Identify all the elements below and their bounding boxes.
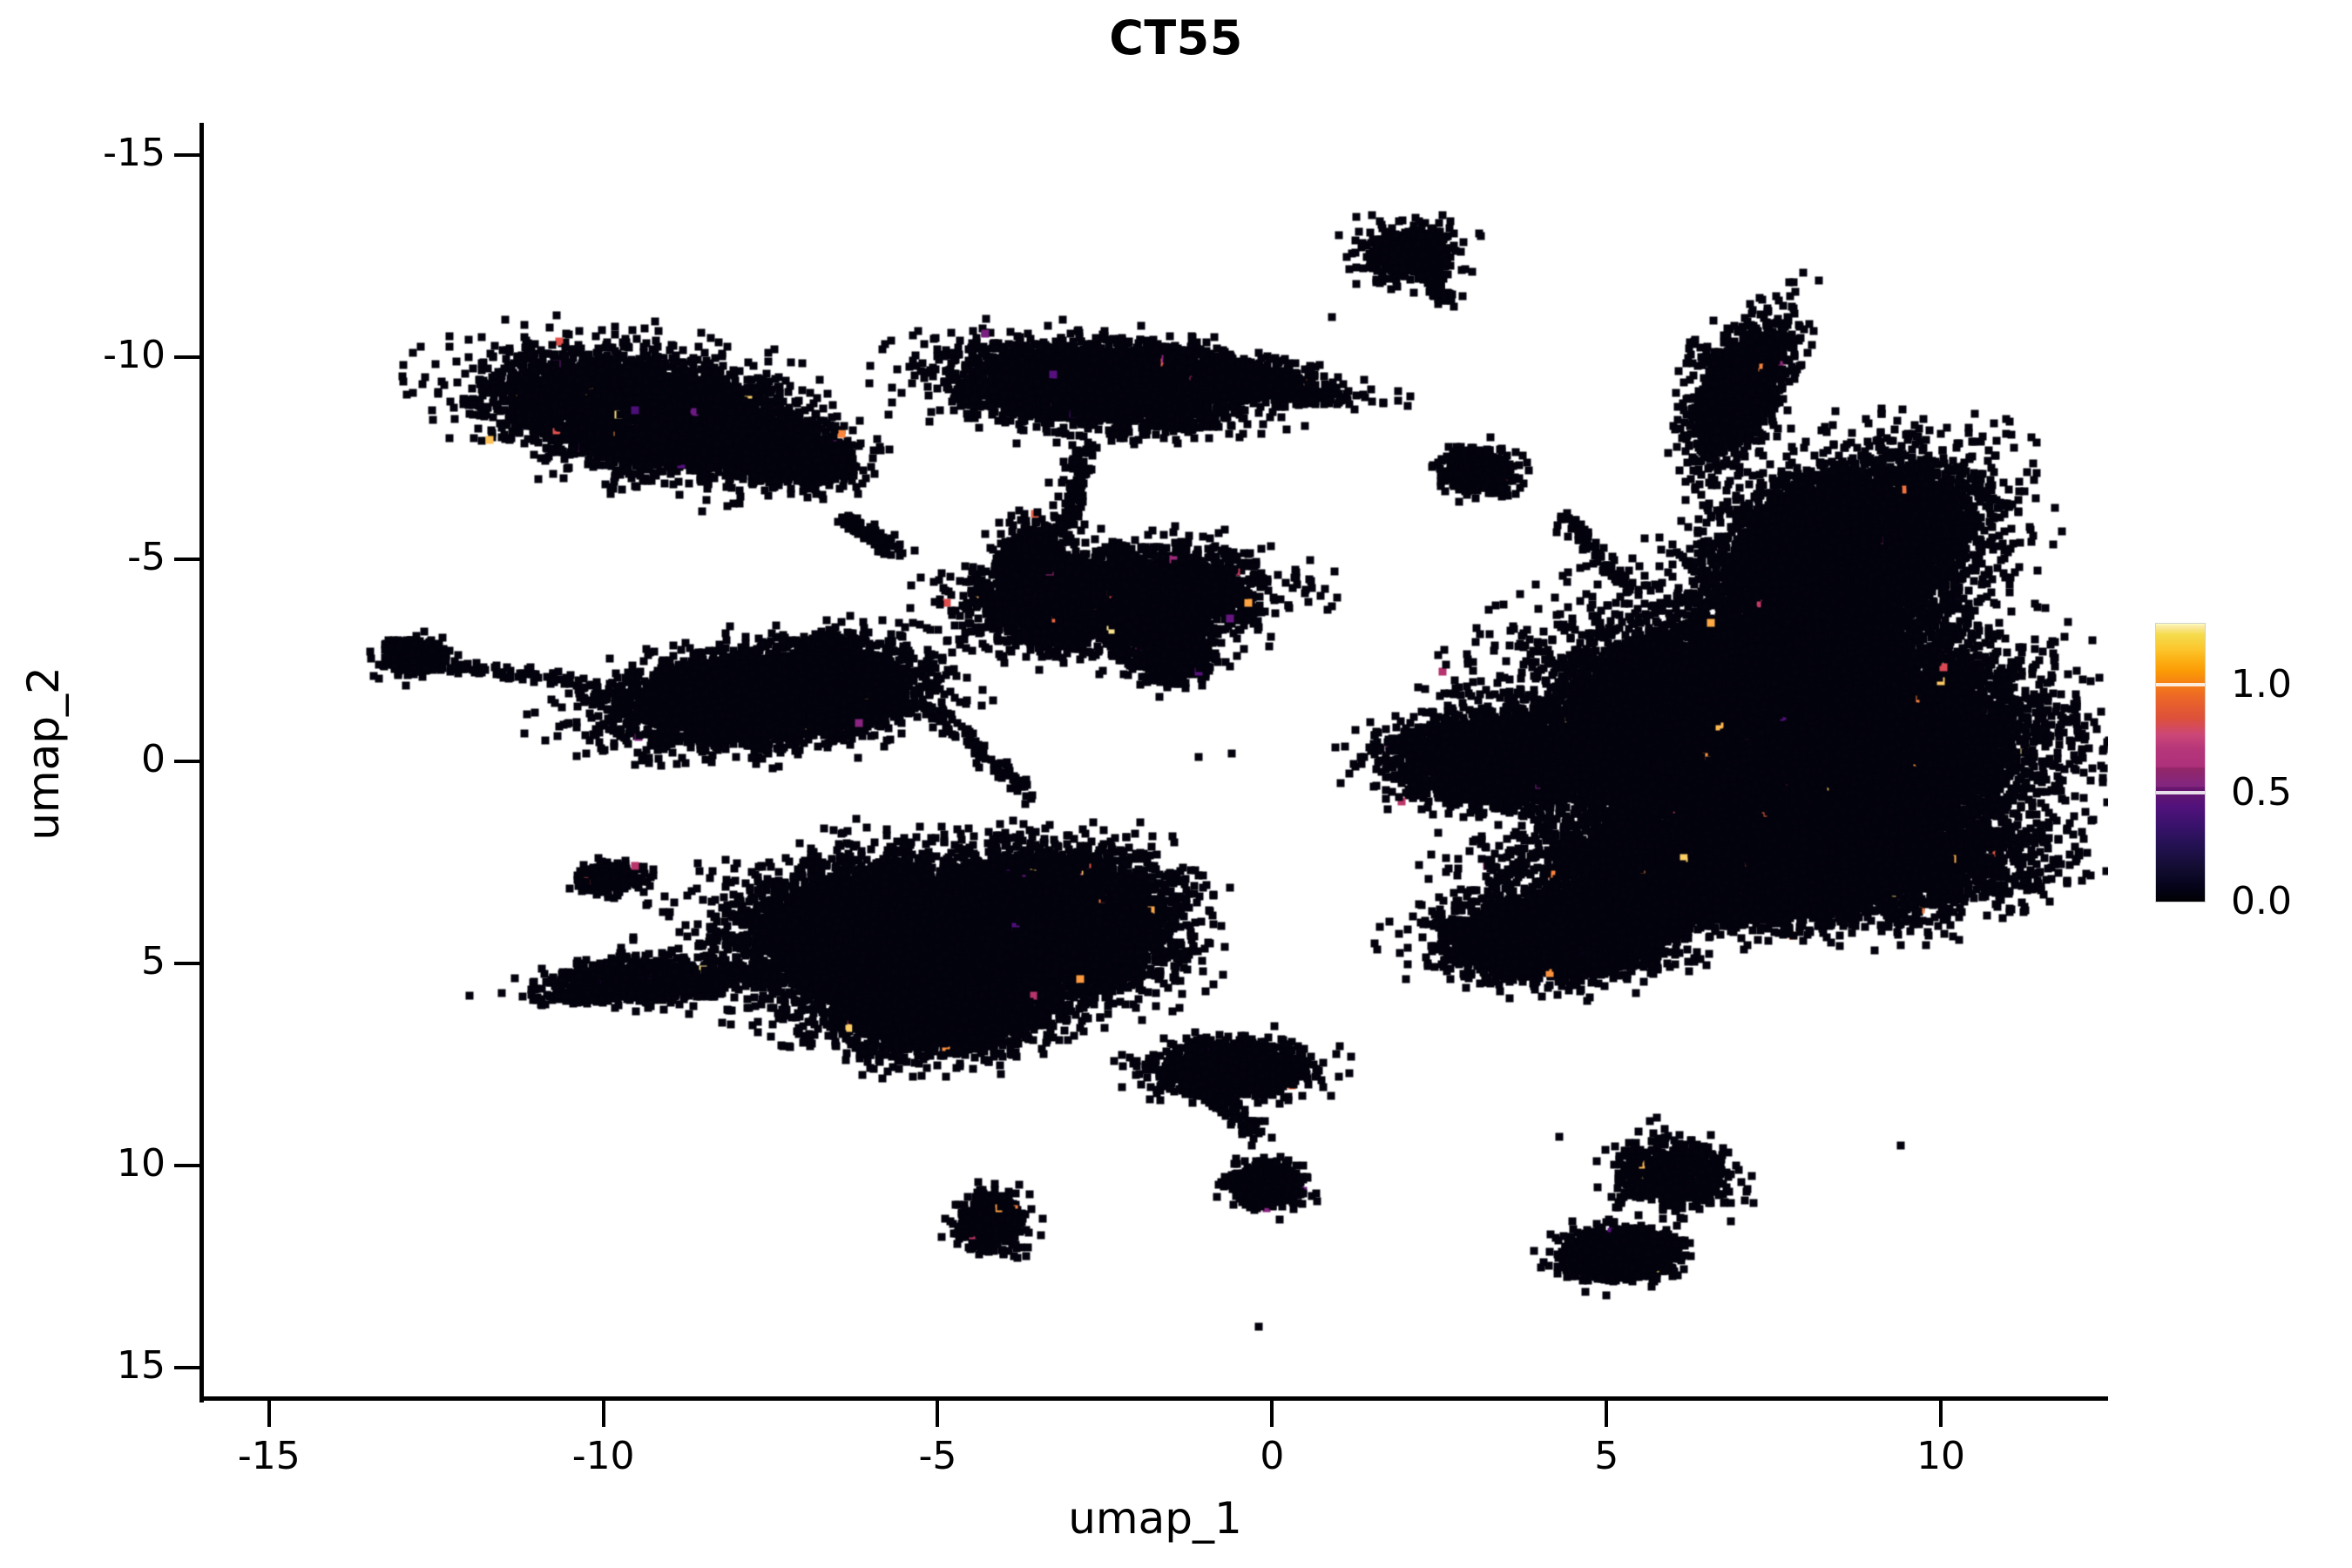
x-tick-label: -5	[918, 1434, 957, 1478]
x-tick-mark	[936, 1401, 940, 1427]
x-tick-mark	[1939, 1401, 1943, 1427]
colorbar-tick-label: 0.5	[2231, 770, 2292, 815]
x-tick-label: 0	[1260, 1434, 1285, 1478]
y-axis-spine	[199, 123, 204, 1402]
x-tick-label: -10	[571, 1434, 635, 1478]
colorbar-tick-mark	[2156, 791, 2205, 795]
y-tick-mark	[174, 1163, 200, 1167]
x-tick-mark	[267, 1401, 271, 1427]
y-tick-label: 0	[141, 737, 166, 781]
y-tick-mark	[174, 1365, 200, 1369]
colorbar-tick-label: 1.0	[2231, 661, 2292, 706]
y-tick-label: 5	[141, 938, 166, 983]
x-tick-label: 10	[1916, 1434, 1966, 1478]
y-tick-mark	[174, 153, 200, 158]
y-tick-label: 10	[117, 1140, 166, 1186]
y-tick-mark	[174, 558, 200, 562]
y-tick-mark	[174, 760, 200, 763]
x-tick-label: -15	[237, 1434, 301, 1478]
y-axis-label: umap_2	[18, 666, 69, 841]
x-axis-spine	[199, 1396, 2108, 1401]
umap-scatter-canvas	[202, 123, 2108, 1400]
colorbar-gradient	[2156, 624, 2205, 902]
y-tick-label: -5	[127, 535, 166, 580]
x-tick-mark	[1270, 1401, 1274, 1427]
x-tick-mark	[1605, 1401, 1609, 1427]
page-title: CT55	[1109, 10, 1243, 65]
x-tick-mark	[601, 1401, 605, 1427]
y-tick-mark	[174, 355, 200, 360]
y-tick-label: -15	[103, 131, 166, 176]
y-tick-mark	[174, 961, 200, 965]
colorbar-tick-label: 0.0	[2231, 879, 2292, 923]
x-axis-label: umap_1	[1068, 1493, 1242, 1544]
y-tick-label: 15	[117, 1342, 166, 1388]
y-tick-label: -10	[103, 333, 166, 378]
colorbar: 1.0 0.5 0.0	[2156, 624, 2339, 921]
scatter-plot-area	[202, 123, 2108, 1400]
colorbar-tick-mark	[2156, 682, 2205, 686]
x-tick-label: 5	[1594, 1434, 1619, 1478]
